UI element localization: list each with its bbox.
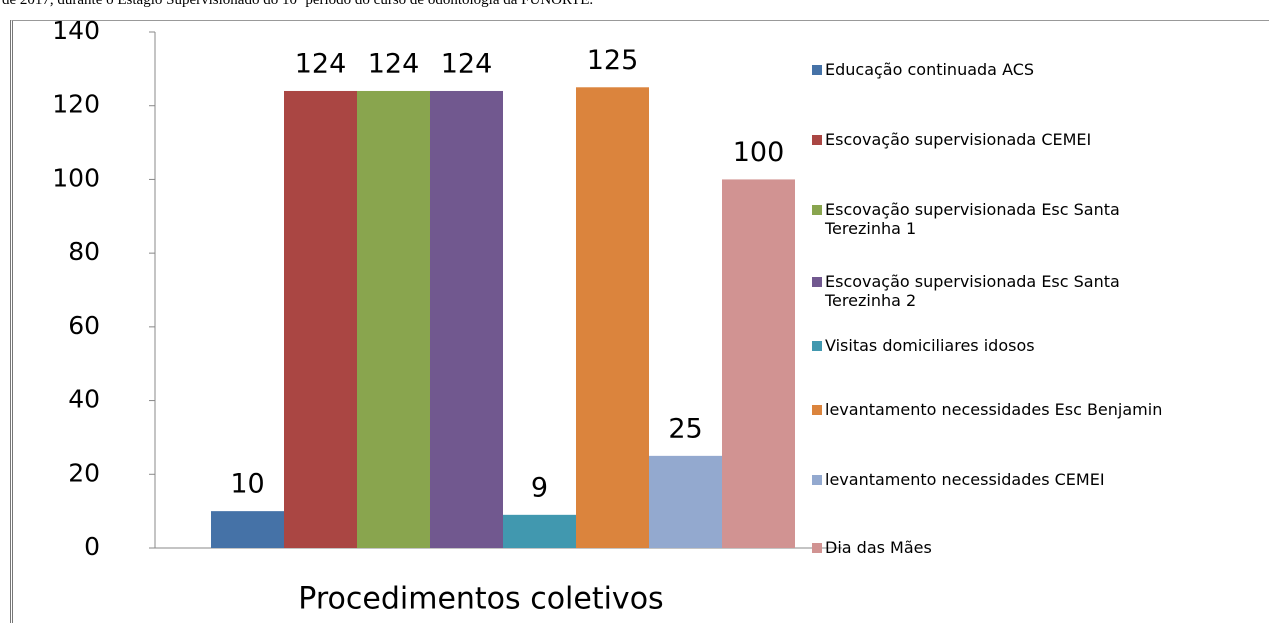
legend-swatch <box>812 65 822 75</box>
bar <box>722 179 795 548</box>
legend-swatch <box>812 475 822 485</box>
legend-label: Escovação supervisionada CEMEI <box>825 130 1092 149</box>
legend-label: Escovação supervisionada Esc Santa Terez… <box>825 272 1120 310</box>
data-label: 125 <box>587 45 639 76</box>
legend-label: levantamento necessidades CEMEI <box>825 470 1105 489</box>
legend-swatch <box>812 135 822 145</box>
legend-label: Escovação supervisionada Esc Santa Terez… <box>825 200 1120 238</box>
legend-swatch <box>812 405 822 415</box>
legend-item: Visitas domiciliares idosos <box>812 336 1035 355</box>
legend-item: levantamento necessidades Esc Benjamin <box>812 400 1162 419</box>
data-label: 100 <box>733 137 785 168</box>
legend-item: levantamento necessidades CEMEI <box>812 470 1105 489</box>
legend-item: Escovação supervisionada Esc Santa Terez… <box>812 200 1172 238</box>
y-tick-label: 40 <box>68 385 100 414</box>
bar <box>211 511 284 548</box>
legend-swatch <box>812 205 822 215</box>
y-tick-label: 60 <box>68 311 100 340</box>
bar <box>503 514 576 548</box>
data-label: 124 <box>368 48 420 79</box>
caption: de 2017, durante o Estágio Supervisionad… <box>2 0 594 8</box>
bar <box>576 87 649 549</box>
legend-label: Dia das Mães <box>825 538 932 557</box>
legend-swatch <box>812 341 822 351</box>
y-tick-label: 100 <box>52 163 100 192</box>
chart-frame <box>10 20 1269 623</box>
bar <box>284 90 357 548</box>
y-tick-label: 80 <box>68 237 100 266</box>
legend-item: Educação continuada ACS <box>812 60 1034 79</box>
data-label: 124 <box>441 48 493 79</box>
bar <box>357 90 430 548</box>
y-tick-label: 140 <box>52 16 100 45</box>
y-tick-label: 20 <box>68 458 100 487</box>
y-tick-label: 0 <box>84 532 100 561</box>
legend-label: Educação continuada ACS <box>825 60 1035 79</box>
legend-item: Escovação supervisionada CEMEI <box>812 130 1091 149</box>
bar <box>649 455 722 548</box>
bar <box>430 90 503 548</box>
legend-item: Dia das Mães <box>812 538 932 557</box>
legend-label: levantamento necessidades Esc Benjamin <box>825 400 1163 419</box>
legend-item: Escovação supervisionada Esc Santa Terez… <box>812 272 1172 310</box>
data-label: 10 <box>230 469 264 500</box>
legend-label: Visitas domiciliares idosos <box>825 336 1035 355</box>
legend-swatch <box>812 277 822 287</box>
data-label: 9 <box>531 472 548 503</box>
y-tick-label: 120 <box>52 90 100 119</box>
x-tick-label: Procedimentos coletivos <box>298 582 663 617</box>
data-label: 25 <box>668 413 702 444</box>
legend-swatch <box>812 543 822 553</box>
data-label: 124 <box>295 48 347 79</box>
